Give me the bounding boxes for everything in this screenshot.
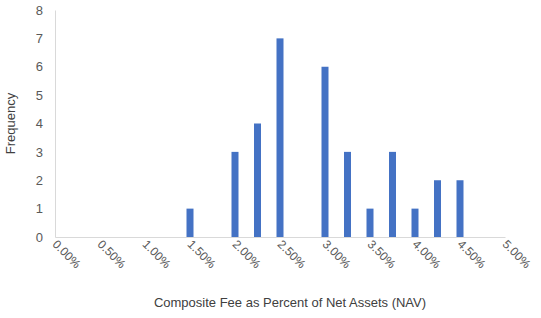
plot-area bbox=[187, 38, 464, 237]
y-tick-label: 7 bbox=[36, 31, 43, 46]
x-tick-label: 5.00% bbox=[500, 237, 534, 271]
bar bbox=[254, 124, 261, 238]
x-tick: 5.00% bbox=[500, 237, 534, 271]
bar bbox=[434, 180, 441, 237]
x-tick-label: 0.50% bbox=[95, 237, 129, 271]
y-tick: 0 bbox=[36, 230, 55, 245]
bar bbox=[367, 209, 374, 237]
y-tick: 1 bbox=[36, 201, 55, 216]
y-tick: 7 bbox=[36, 31, 55, 46]
y-tick-label: 8 bbox=[36, 3, 43, 18]
x-tick: 1.50% bbox=[185, 237, 219, 271]
x-tick-label: 4.00% bbox=[410, 237, 444, 271]
y-axis-title: Frequency bbox=[3, 92, 18, 154]
x-tick: 4.50% bbox=[455, 237, 489, 271]
x-axis-title: Composite Fee as Percent of Net Assets (… bbox=[154, 295, 426, 310]
bar bbox=[457, 180, 464, 237]
y-tick: 4 bbox=[36, 116, 55, 131]
y-tick-label: 4 bbox=[36, 116, 43, 131]
y-tick: 3 bbox=[36, 145, 55, 160]
x-tick: 2.00% bbox=[230, 237, 264, 271]
bar bbox=[412, 209, 419, 237]
y-tick: 2 bbox=[36, 173, 55, 188]
bar bbox=[344, 152, 351, 237]
y-tick-label: 0 bbox=[36, 230, 43, 245]
y-tick: 6 bbox=[36, 59, 55, 74]
x-tick: 1.00% bbox=[140, 237, 174, 271]
y-axis-line bbox=[55, 11, 56, 238]
x-tick-label: 3.00% bbox=[320, 237, 354, 271]
x-tick-label: 0.00% bbox=[50, 237, 84, 271]
x-tick-label: 1.00% bbox=[140, 237, 174, 271]
bar bbox=[187, 209, 194, 237]
bar bbox=[232, 152, 239, 237]
chart: 0.00% 0.50% 1.00% 1.50% 2.00% 2.50% 3.00% 3.50%… bbox=[0, 0, 541, 318]
x-tick-label: 2.50% bbox=[275, 237, 309, 271]
y-tick-label: 6 bbox=[36, 59, 43, 74]
x-tick: 3.50% bbox=[365, 237, 399, 271]
y-axis: 0 1 2 3 4 5 6 7 8 bbox=[36, 3, 56, 245]
y-tick-label: 1 bbox=[36, 201, 43, 216]
y-tick: 8 bbox=[36, 3, 55, 18]
bar bbox=[389, 152, 396, 237]
x-tick: 3.00% bbox=[320, 237, 354, 271]
y-tick-label: 3 bbox=[36, 145, 43, 160]
bar bbox=[322, 67, 329, 237]
x-tick-label: 2.00% bbox=[230, 237, 264, 271]
x-tick: 0.50% bbox=[95, 237, 129, 271]
y-tick: 5 bbox=[36, 88, 55, 103]
y-tick-label: 2 bbox=[36, 173, 43, 188]
bar bbox=[277, 38, 284, 237]
x-tick: 4.00% bbox=[410, 237, 444, 271]
y-tick-label: 5 bbox=[36, 88, 43, 103]
x-axis: 0.00% 0.50% 1.00% 1.50% 2.00% 2.50% 3.00% 3.50%… bbox=[50, 237, 534, 271]
x-tick-label: 1.50% bbox=[185, 237, 219, 271]
x-tick: 2.50% bbox=[275, 237, 309, 271]
x-tick: 0.00% bbox=[50, 237, 84, 271]
x-tick-label: 4.50% bbox=[455, 237, 489, 271]
x-tick-label: 3.50% bbox=[365, 237, 399, 271]
x-axis-line bbox=[56, 237, 506, 238]
